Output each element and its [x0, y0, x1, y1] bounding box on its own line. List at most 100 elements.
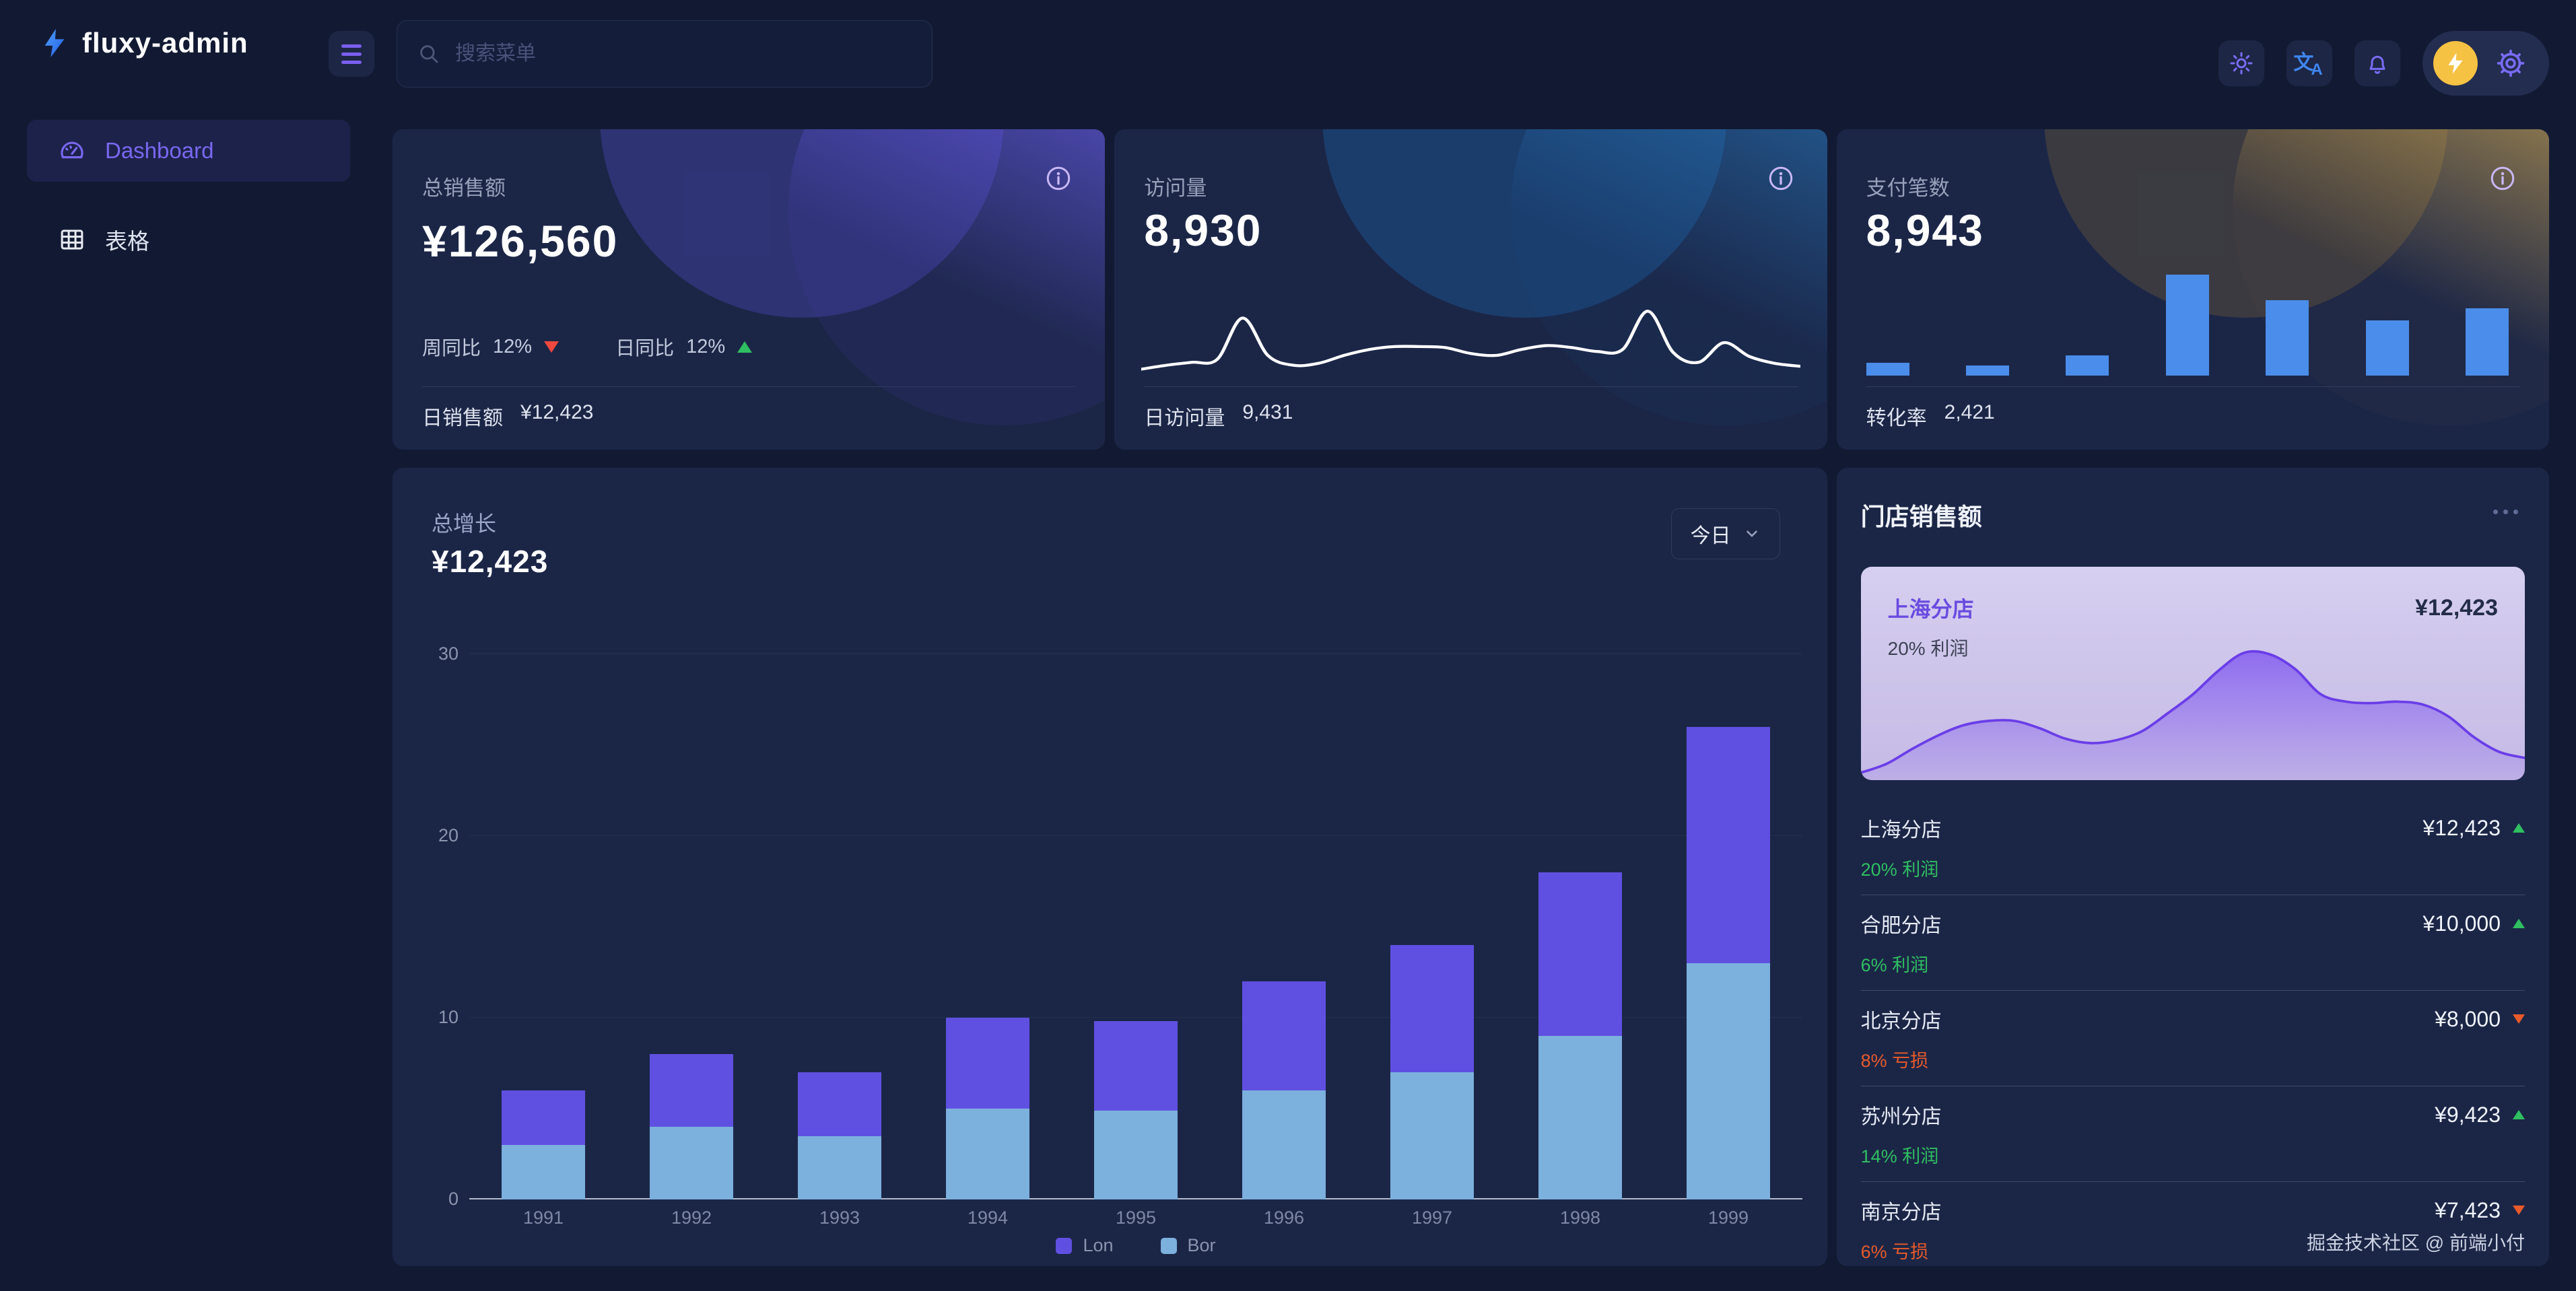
- growth-title: 总增长: [432, 512, 497, 536]
- sidebar: Dashboard 表格: [0, 108, 377, 1291]
- store-name: 上海分店: [1860, 819, 1942, 841]
- trend-value: 12%: [493, 335, 533, 357]
- bar-group-1999[interactable]: [1654, 654, 1802, 1199]
- topbar: fluxy-admin 文A: [0, 0, 2576, 108]
- growth-value: ¥12,423: [432, 544, 549, 579]
- bar-segment-bor: [502, 1145, 585, 1199]
- arrow-down-icon: [2513, 1206, 2525, 1215]
- gridline: [469, 1017, 1802, 1018]
- mini-bar: [2266, 300, 2309, 376]
- bar-segment-lon: [1538, 872, 1622, 1036]
- x-tick-label: 1996: [1263, 1208, 1305, 1228]
- sidebar-collapse-button[interactable]: [329, 31, 374, 77]
- y-tick-label: 30: [438, 643, 459, 664]
- highlight-store-name: 上海分店: [1887, 597, 1974, 621]
- date-range-select[interactable]: 今日: [1670, 508, 1780, 559]
- search-box[interactable]: [397, 20, 933, 88]
- store-value: ¥10,000: [2422, 911, 2525, 936]
- legend-label: Bor: [1187, 1235, 1216, 1255]
- info-button[interactable]: [1044, 164, 1073, 195]
- footer-label: 日访问量: [1144, 407, 1225, 429]
- info-button[interactable]: [1767, 164, 1795, 195]
- trend-row: 周同比 12% 日同比 12%: [422, 333, 753, 361]
- bar-segment-bor: [946, 1109, 1029, 1199]
- trend-weekly: 周同比 12%: [422, 333, 560, 361]
- store-list: 上海分店 ¥12,423 20% 利润 合肥分店 ¥10,000 6% 利润 北京分店 ¥8,…: [1860, 800, 2525, 1266]
- bar-segment-lon: [798, 1072, 881, 1136]
- store-row: 苏州分店 ¥9,423 14% 利润: [1860, 1086, 2525, 1182]
- sidebar-item-label: Dashboard: [105, 138, 214, 163]
- sidebar-item-table[interactable]: 表格: [27, 209, 350, 271]
- bar-group-1993[interactable]: [766, 654, 914, 1199]
- bar-group-1996[interactable]: [1210, 654, 1358, 1199]
- payments-card: 支付笔数 8,943 转化率 2,421: [1836, 129, 2549, 450]
- bar-group-1994[interactable]: [914, 654, 1062, 1199]
- total-sales-card: 总销售额 ¥126,560 周同比 12% 日同比 12%: [393, 129, 1106, 450]
- panel-title: 门店销售额: [1860, 503, 1982, 530]
- line-chart: [1139, 310, 1802, 371]
- store-name: 苏州分店: [1860, 1106, 1942, 1128]
- bar-group-1992[interactable]: [617, 654, 766, 1199]
- highlight-store-value: ¥12,423: [2415, 594, 2498, 621]
- bar-group-1991[interactable]: [469, 654, 617, 1199]
- mini-bar: [2165, 275, 2209, 376]
- store-change: 6% 利润: [1860, 955, 1929, 975]
- settings-button[interactable]: [2495, 48, 2526, 79]
- search-input[interactable]: [455, 42, 912, 65]
- store-name: 南京分店: [1860, 1201, 1942, 1224]
- hamburger-icon: [341, 44, 362, 64]
- credit-text: 掘金技术社区 @ 前端小付: [2307, 1232, 2525, 1253]
- growth-chart-card: 总增长 ¥12,423 今日 0 10 20 30 1991 1992 1993 1994 1…: [393, 468, 1827, 1266]
- gridline: [469, 835, 1802, 836]
- store-highlight-card[interactable]: 上海分店 ¥12,423 20% 利润: [1860, 567, 2525, 780]
- lightning-logo-icon: [44, 28, 65, 58]
- store-value: ¥8,000: [2435, 1007, 2525, 1032]
- trend-label: 周同比: [422, 338, 481, 359]
- x-tick-label: 1998: [1559, 1208, 1601, 1228]
- table-icon: [61, 230, 83, 250]
- legend-item-bor[interactable]: Bor: [1160, 1235, 1216, 1256]
- x-tick-label: 1997: [1411, 1208, 1453, 1228]
- bar-columns: [469, 654, 1802, 1199]
- sun-icon: [2230, 52, 2253, 75]
- store-change: 6% 亏损: [1860, 1242, 1929, 1262]
- info-icon: [2490, 166, 2515, 190]
- bar-group-1997[interactable]: [1358, 654, 1506, 1199]
- store-name: 北京分店: [1860, 1010, 1942, 1033]
- card-title: 支付笔数: [1866, 176, 1950, 200]
- chevron-down-icon: [1746, 530, 1757, 537]
- footer-value: ¥12,423: [520, 401, 594, 423]
- card-value: 8,930: [1144, 205, 1262, 255]
- bar-group-1995[interactable]: [1062, 654, 1210, 1199]
- footer-value: 9,431: [1242, 401, 1293, 423]
- info-button[interactable]: [2488, 164, 2517, 195]
- trend-value: 12%: [686, 335, 726, 357]
- more-options-button[interactable]: [2486, 503, 2525, 521]
- theme-toggle-button[interactable]: [2218, 40, 2264, 86]
- store-change: 20% 利润: [1860, 860, 1939, 880]
- notifications-button[interactable]: [2354, 40, 2400, 86]
- info-icon: [1047, 166, 1071, 190]
- bar-group-1998[interactable]: [1506, 654, 1654, 1199]
- bar-segment-bor: [1538, 1036, 1622, 1199]
- user-avatar[interactable]: [2433, 41, 2478, 85]
- divider: [422, 386, 1076, 387]
- card-footer: 日销售额 ¥12,423: [422, 401, 593, 431]
- bar-segment-lon: [946, 1018, 1029, 1109]
- legend-swatch: [1160, 1237, 1177, 1254]
- logo-text: fluxy-admin: [82, 27, 248, 59]
- legend-item-lon[interactable]: Lon: [1056, 1235, 1114, 1256]
- growth-plot: 0 10 20 30: [438, 643, 1802, 1209]
- trend-label: 日同比: [615, 338, 675, 359]
- language-switch-button[interactable]: 文A: [2286, 40, 2332, 86]
- card-title: 总销售额: [422, 176, 506, 200]
- legend-swatch: [1056, 1237, 1073, 1254]
- arrow-up-icon: [2513, 823, 2525, 833]
- bar-segment-lon: [650, 1054, 733, 1127]
- sidebar-item-dashboard[interactable]: Dashboard: [27, 120, 350, 182]
- chart-legend: Lon Bor: [469, 1235, 1802, 1256]
- store-row: 南京分店 ¥7,423 6% 亏损: [1861, 1182, 2525, 1266]
- store-value: ¥7,423: [2435, 1198, 2525, 1223]
- bar-segment-bor: [1687, 963, 1770, 1199]
- dashboard-gauge-icon: [61, 141, 83, 159]
